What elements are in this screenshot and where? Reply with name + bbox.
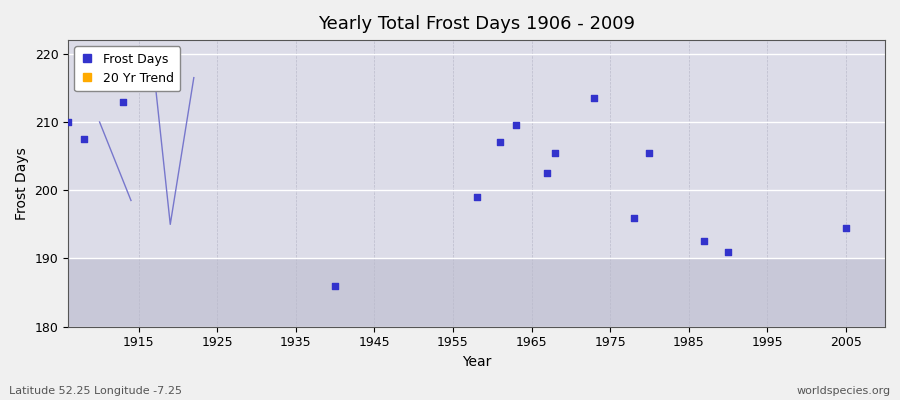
- Point: [721, 248, 735, 255]
- Bar: [68, 258, 885, 327]
- Point: [548, 150, 562, 156]
- Point: [698, 238, 712, 245]
- Y-axis label: Frost Days: Frost Days: [15, 147, 29, 220]
- Text: worldspecies.org: worldspecies.org: [796, 386, 891, 396]
- Point: [61, 119, 76, 125]
- Text: Latitude 52.25 Longitude -7.25: Latitude 52.25 Longitude -7.25: [9, 386, 182, 396]
- Point: [643, 150, 657, 156]
- Point: [587, 95, 601, 101]
- Point: [493, 139, 508, 146]
- Point: [540, 170, 554, 176]
- Point: [508, 122, 523, 129]
- Title: Yearly Total Frost Days 1906 - 2009: Yearly Total Frost Days 1906 - 2009: [318, 15, 635, 33]
- Point: [626, 214, 641, 221]
- Point: [470, 194, 484, 200]
- Point: [839, 224, 853, 231]
- Legend: Frost Days, 20 Yr Trend: Frost Days, 20 Yr Trend: [75, 46, 180, 91]
- Point: [76, 136, 91, 142]
- X-axis label: Year: Year: [462, 355, 491, 369]
- Point: [116, 98, 130, 105]
- Point: [328, 282, 342, 289]
